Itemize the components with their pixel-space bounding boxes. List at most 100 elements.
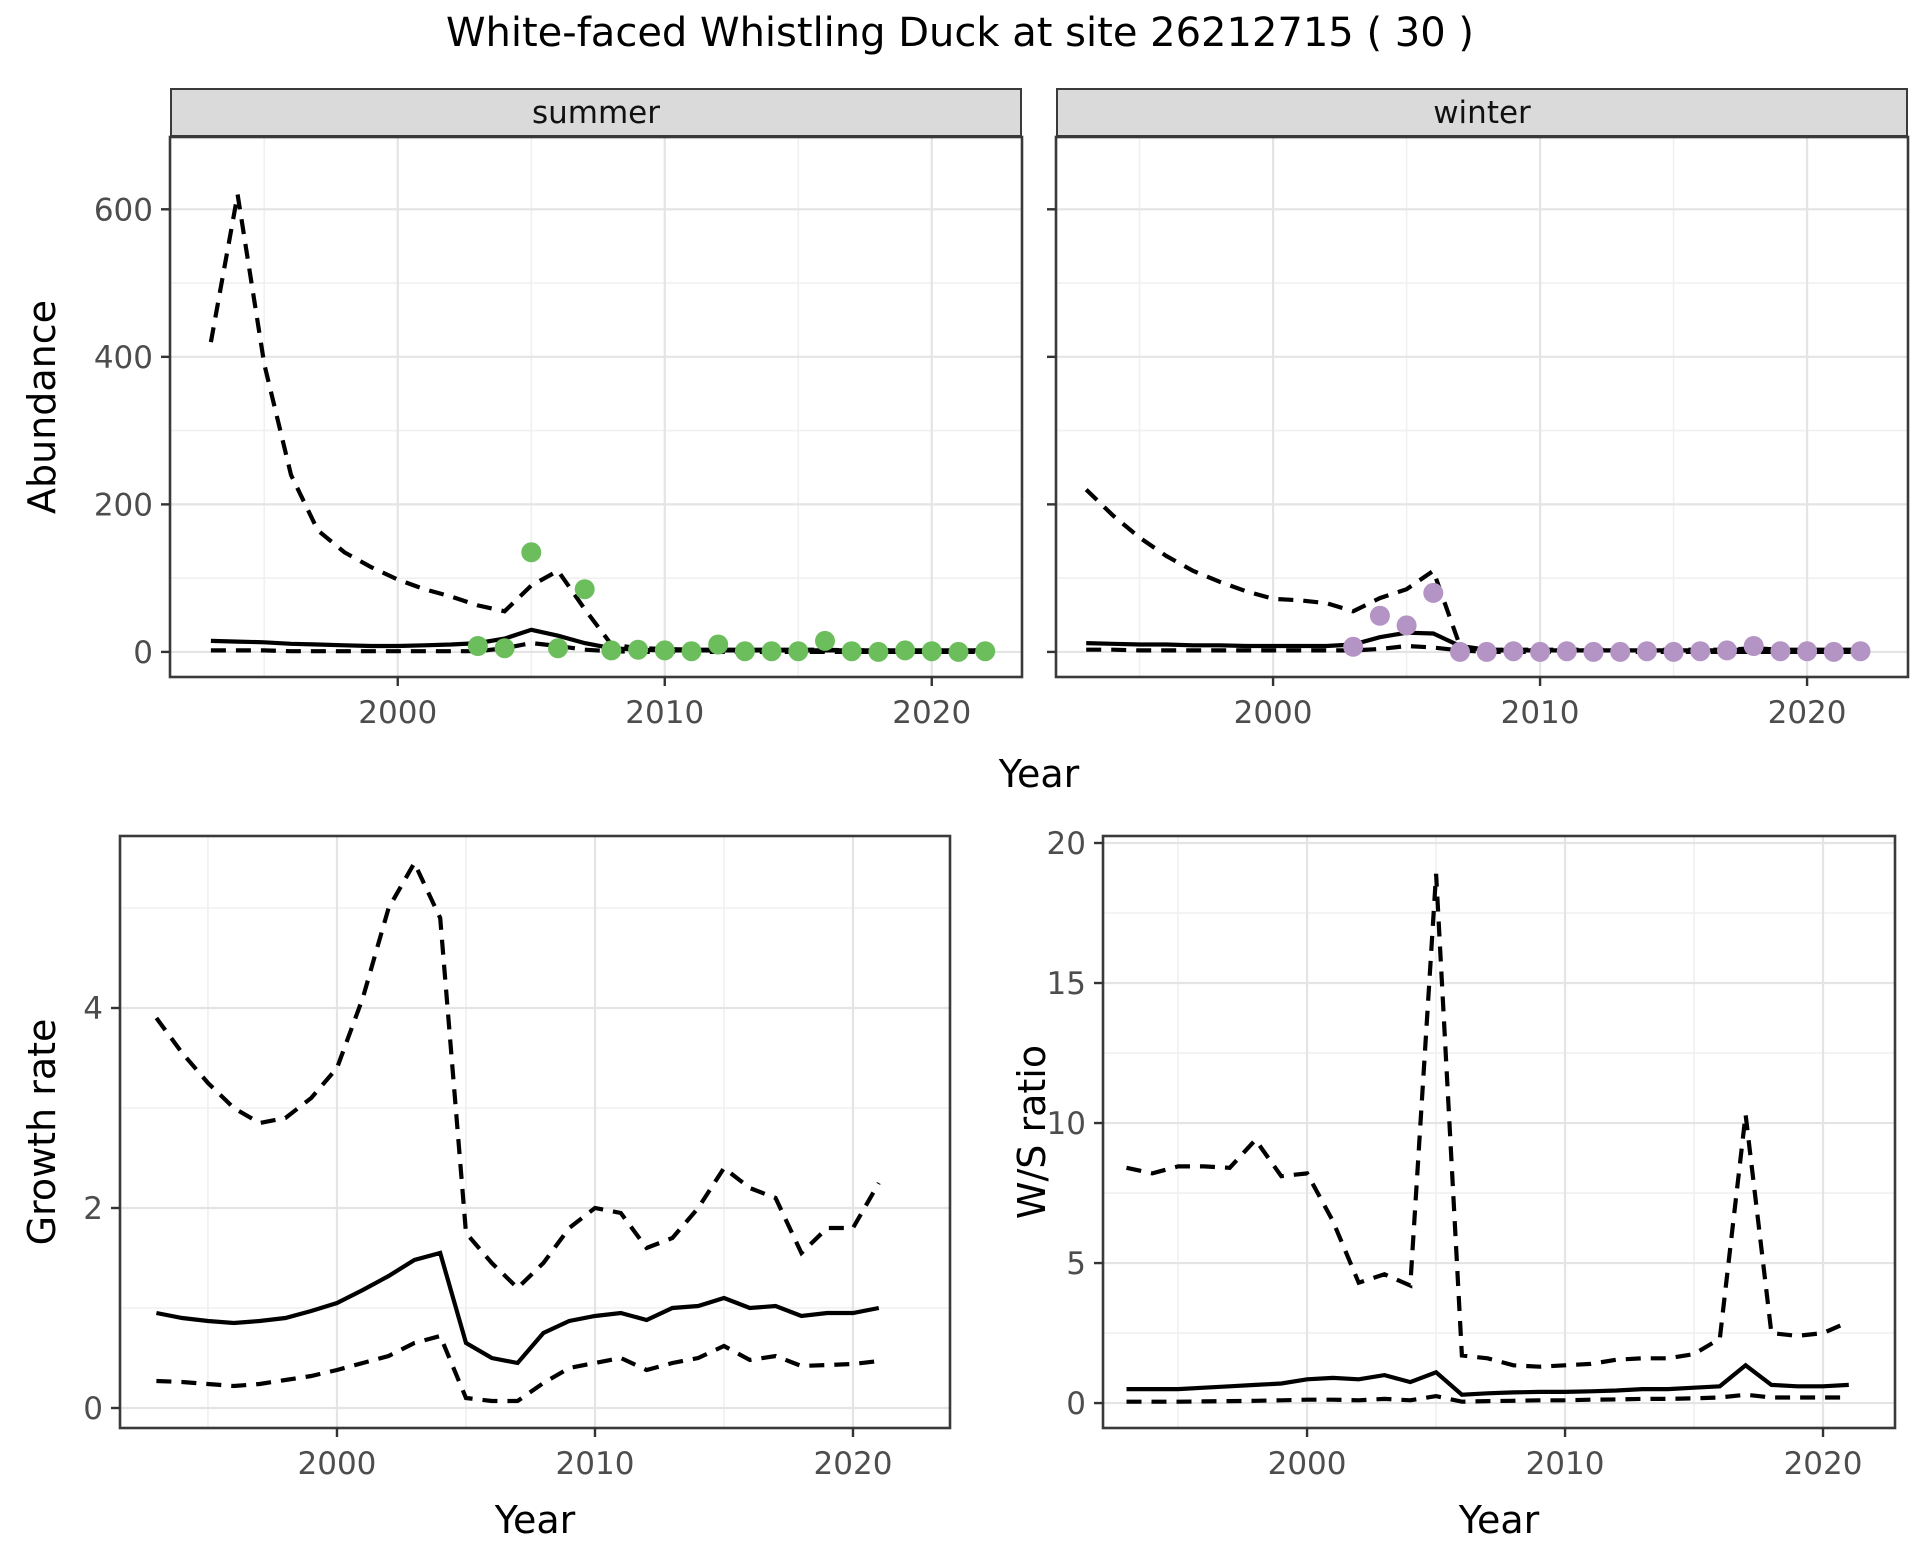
page-title: White-faced Whistling Duck at site 26212… — [445, 10, 1474, 56]
data-point — [841, 641, 862, 662]
panel-growth-rate: 2000 2010 2020 0 2 4 — [83, 834, 952, 1482]
ws-ratio-upper-ci-line — [1126, 873, 1850, 1369]
data-point — [1636, 641, 1657, 662]
panel-ws-ratio: 2000 2010 2020 0 5 10 15 20 — [1047, 826, 1897, 1482]
abundance-winter-lower-ci-line — [1086, 643, 1861, 655]
data-point — [628, 639, 649, 660]
x-axis-title-year-top: Year — [998, 752, 1080, 796]
data-point — [1770, 641, 1791, 662]
data-point — [708, 634, 729, 655]
abundance-summer-lower-ci-line — [210, 640, 986, 655]
data-point — [734, 641, 755, 662]
data-point — [494, 638, 515, 659]
abundance-summer-axis-ticks: 2000 2010 2020 0 200 400 600 — [94, 192, 971, 731]
y-tick-label: 2 — [83, 1191, 103, 1227]
data-point — [1850, 641, 1871, 662]
abundance-summer-border — [168, 135, 1024, 679]
data-point — [1343, 636, 1364, 657]
data-point — [1476, 641, 1497, 662]
growth-rate-lower-ci-line — [156, 1333, 880, 1404]
y-tick-label: 5 — [1066, 1246, 1086, 1282]
panel-abundance-summer: 2000 2010 2020 0 200 400 600 — [94, 135, 1024, 731]
data-point — [548, 638, 568, 659]
y-tick-label: 0 — [1066, 1386, 1086, 1422]
x-tick-label: 2010 — [625, 695, 704, 731]
y-tick-label: 20 — [1047, 826, 1086, 862]
abundance-summer-gridlines — [170, 137, 1022, 677]
data-point — [654, 640, 675, 661]
data-point — [921, 641, 942, 662]
x-tick-label: 2000 — [1234, 695, 1313, 731]
y-tick-label: 600 — [94, 192, 153, 228]
abundance-winter-points — [1343, 582, 1871, 662]
data-point — [1503, 641, 1524, 662]
data-point — [975, 641, 996, 662]
data-point — [895, 640, 916, 661]
growth-rate-upper-ci-line — [154, 858, 881, 1291]
x-tick-label: 2020 — [1768, 695, 1847, 731]
data-point — [1423, 582, 1444, 603]
ws-ratio-mean-line — [1126, 1362, 1849, 1397]
data-point — [521, 542, 542, 563]
x-tick-label: 2020 — [892, 695, 971, 731]
data-point — [868, 641, 889, 662]
data-point — [788, 641, 809, 662]
growth-rate-mean-line — [156, 1250, 880, 1366]
data-point — [1743, 636, 1764, 656]
x-tick-label: 2010 — [1501, 695, 1580, 731]
x-tick-label: 2020 — [814, 1446, 893, 1482]
data-point — [1530, 641, 1551, 662]
y-axis-title-growth-rate: Growth rate — [20, 1018, 64, 1246]
facet-strip-summer-label: summer — [531, 94, 660, 131]
x-tick-label: 2000 — [1268, 1446, 1347, 1482]
y-axis-title-ws-ratio: W/S ratio — [1010, 1044, 1054, 1220]
x-tick-label: 2000 — [358, 695, 437, 731]
growth-rate-axis-ticks: 2000 2010 2020 0 2 4 — [83, 991, 892, 1482]
x-tick-label: 2020 — [1784, 1446, 1863, 1482]
facet-strip-summer: summer — [170, 88, 1022, 137]
x-tick-label: 2010 — [1526, 1446, 1605, 1482]
data-point — [815, 630, 835, 651]
x-axis-title-year-growth: Year — [494, 1498, 576, 1542]
y-tick-label: 10 — [1047, 1106, 1086, 1142]
y-axis-title-abundance: Abundance — [20, 299, 64, 515]
data-point — [1556, 641, 1577, 662]
abundance-winter-border — [1054, 135, 1910, 679]
data-point — [1583, 641, 1604, 662]
data-point — [761, 641, 782, 662]
y-tick-label: 0 — [83, 1391, 103, 1427]
data-point — [1717, 640, 1737, 661]
x-axis-title-year-ws: Year — [1458, 1498, 1540, 1542]
y-tick-label: 0 — [133, 635, 153, 671]
y-tick-label: 200 — [94, 487, 153, 523]
abundance-summer-points — [467, 542, 996, 662]
y-tick-label: 400 — [94, 340, 153, 376]
abundance-winter-axis-ticks: 2000 2010 2020 — [1047, 208, 1847, 731]
data-point — [948, 641, 969, 662]
data-point — [1663, 641, 1684, 662]
data-point — [1396, 615, 1417, 636]
ws-ratio-axis-ticks: 2000 2010 2020 0 5 10 15 20 — [1047, 826, 1863, 1482]
ws-ratio-lower-ci-line — [1126, 1392, 1849, 1404]
panel-abundance-winter: 2000 2010 2020 — [1047, 135, 1910, 731]
data-point — [467, 636, 488, 656]
growth-rate-gridlines — [120, 836, 950, 1428]
x-tick-label: 2010 — [556, 1446, 635, 1482]
data-point — [1369, 605, 1390, 626]
y-tick-label: 15 — [1047, 966, 1086, 1002]
facet-strip-winter-label: winter — [1433, 94, 1531, 131]
data-point — [1823, 641, 1844, 662]
data-point — [681, 641, 702, 662]
data-point — [1690, 641, 1711, 662]
y-tick-label: 4 — [83, 991, 103, 1027]
ws-ratio-border — [1101, 834, 1897, 1430]
data-point — [574, 579, 595, 600]
data-point — [601, 640, 622, 661]
x-tick-label: 2000 — [298, 1446, 377, 1482]
data-point — [1797, 641, 1818, 662]
data-point — [1610, 641, 1631, 662]
growth-rate-border — [118, 834, 952, 1430]
facet-strip-winter: winter — [1056, 88, 1908, 137]
data-point — [1450, 641, 1470, 662]
